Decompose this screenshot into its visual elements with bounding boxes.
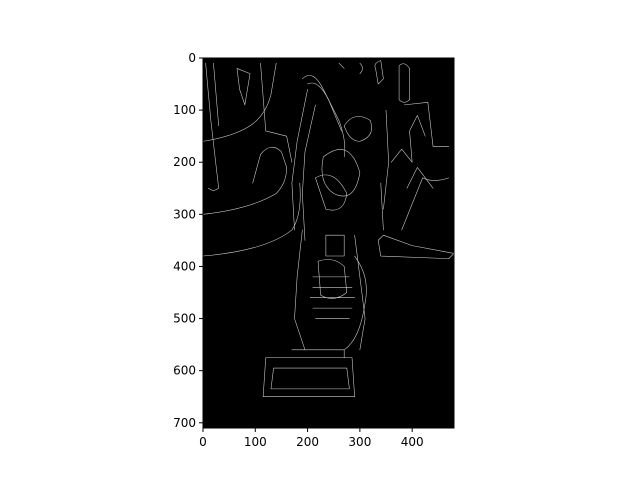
y-tick-label: 500 xyxy=(173,312,196,326)
y-tick-label: 700 xyxy=(173,416,196,430)
y-tick-label: 200 xyxy=(173,155,196,169)
edge-left-bracket xyxy=(236,68,251,106)
edge-right-stick xyxy=(380,182,384,231)
edge-upper-center xyxy=(338,62,363,74)
y-axis: 0 100 200 300 400 500 600 700 xyxy=(173,51,203,430)
edge-canister-bands xyxy=(309,276,355,319)
edge-right-bottle-2 xyxy=(398,63,410,103)
y-tick-label: 400 xyxy=(173,259,196,273)
y-tick-label: 600 xyxy=(173,364,196,378)
edge-body-oval-2 xyxy=(315,174,348,211)
x-tick-label: 100 xyxy=(244,435,267,449)
edge-handle-right xyxy=(307,82,342,132)
edge-base-neck xyxy=(291,349,345,358)
edge-right-shelf xyxy=(390,115,426,163)
edge-head-oval xyxy=(343,116,372,142)
axes-frame xyxy=(202,57,455,429)
edge-base-inner xyxy=(270,367,350,390)
y-tick-label: 300 xyxy=(173,207,196,221)
edge-canister-top xyxy=(325,234,345,257)
edge-body-oval xyxy=(321,149,361,197)
edge-handle-left xyxy=(302,75,346,158)
x-tick-label: 300 xyxy=(348,435,371,449)
edge-right-bottle-1 xyxy=(374,60,384,85)
edge-handle-loop-2 xyxy=(302,104,316,241)
edge-right-box xyxy=(404,102,450,147)
edge-left-curve-2 xyxy=(202,146,287,215)
image-background xyxy=(203,58,454,428)
edge-right-floor xyxy=(401,177,450,231)
edge-upper-pole xyxy=(260,62,293,163)
image-area xyxy=(202,58,455,428)
x-tick-label: 200 xyxy=(296,435,319,449)
edge-left-curve-3 xyxy=(202,182,301,257)
edge-right-box-2 xyxy=(383,109,389,210)
edge-left-bracket-2 xyxy=(213,62,219,127)
edge-handle-loop xyxy=(291,88,308,231)
edge-canister-right xyxy=(354,234,366,351)
edge-canister-bulge xyxy=(343,255,367,351)
edge-canister-inner xyxy=(317,259,348,299)
edge-base-outer xyxy=(262,357,355,398)
x-tick-label: 400 xyxy=(401,435,424,449)
edge-right-vent xyxy=(406,167,434,189)
edge-left-frame xyxy=(205,62,219,192)
edge-left-curve-1 xyxy=(202,62,277,142)
edge-lines xyxy=(202,60,455,398)
x-tick-label: 0 xyxy=(199,435,207,449)
x-axis: 0 100 200 300 400 xyxy=(199,428,424,449)
edge-canister-left xyxy=(294,229,306,351)
y-tick-label: 0 xyxy=(188,51,196,65)
y-tick-label: 100 xyxy=(173,103,196,117)
